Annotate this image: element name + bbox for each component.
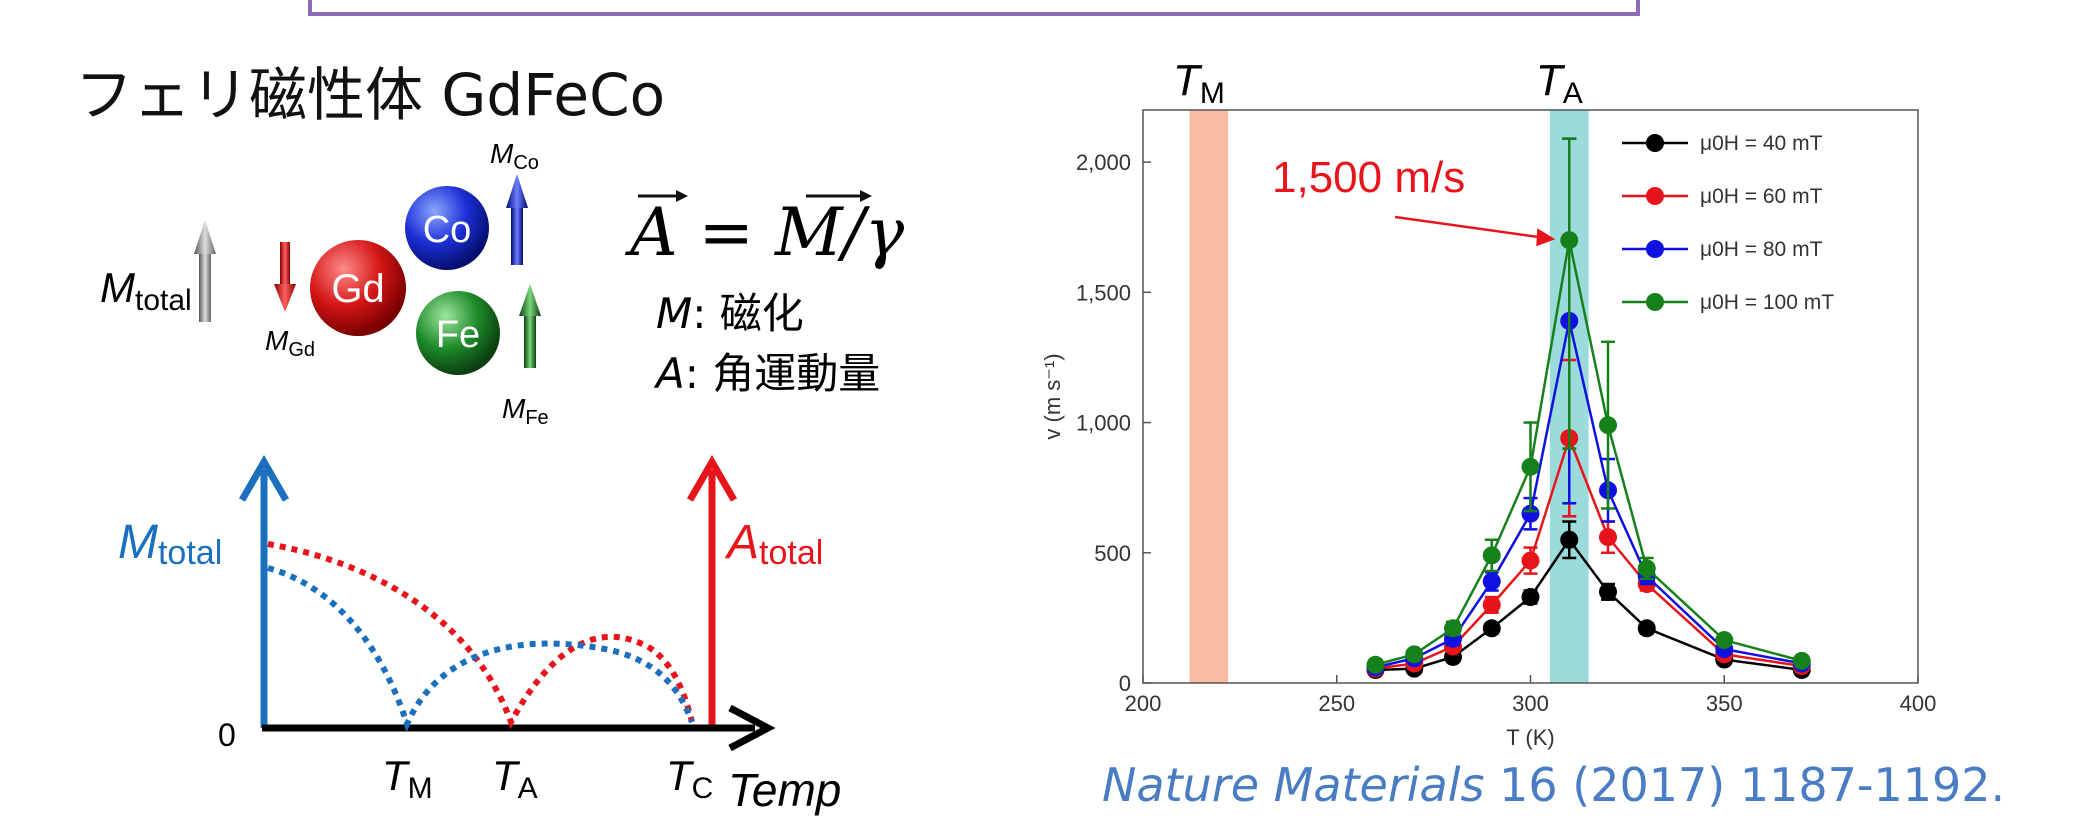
fe-atom-label: Fe bbox=[436, 314, 480, 356]
a-total-curve bbox=[267, 541, 695, 730]
legend-entry: μ0H = 100 mT bbox=[1700, 291, 1834, 314]
band-label: TA bbox=[1536, 56, 1583, 110]
data-point bbox=[1521, 457, 1540, 476]
series-line bbox=[1375, 434, 1802, 670]
fe-atom bbox=[416, 291, 500, 375]
data-point bbox=[1521, 504, 1540, 523]
a-total-axis-label: Atotal bbox=[724, 516, 823, 572]
data-point bbox=[1599, 416, 1617, 435]
data-point bbox=[1521, 551, 1540, 570]
data-point bbox=[1637, 559, 1656, 578]
legend-marker bbox=[1646, 240, 1664, 258]
data-point bbox=[1482, 546, 1501, 565]
m-axis-arrowhead bbox=[238, 455, 290, 502]
gd-atom-label: Gd bbox=[331, 267, 384, 311]
temp-axis-label: Temp bbox=[728, 764, 841, 816]
m-gd-arrow bbox=[274, 242, 296, 312]
m-gd-label: MGd bbox=[265, 325, 315, 361]
citation-journal: Nature Materials bbox=[1102, 758, 1485, 812]
citation-details: 16 (2017) 1187-1192. bbox=[1484, 758, 2006, 812]
data-point bbox=[1715, 631, 1734, 650]
x-tick-label: 350 bbox=[1706, 691, 1743, 716]
band-label: TM bbox=[1173, 56, 1225, 110]
peak-annotation: 1,500 m/s bbox=[1272, 153, 1465, 202]
origin-label: 0 bbox=[218, 717, 236, 753]
data-point bbox=[1482, 595, 1501, 614]
ta-schematic-label: TA bbox=[492, 752, 538, 805]
legend-entry: μ0H = 80 mT bbox=[1700, 238, 1823, 261]
co-atom-label: Co bbox=[423, 209, 472, 251]
data-point bbox=[1560, 231, 1579, 250]
m-co-label: MCo bbox=[490, 138, 539, 174]
series-line bbox=[1375, 537, 1802, 672]
gd-atom bbox=[310, 240, 406, 336]
y-tick-label: 500 bbox=[1094, 541, 1131, 566]
m-total-curve bbox=[267, 565, 695, 733]
x-tick-label: 200 bbox=[1125, 691, 1162, 716]
data-point bbox=[1560, 530, 1579, 549]
m-total-axis-label: Mtotal bbox=[118, 516, 222, 572]
vector-arrow-a bbox=[638, 190, 688, 202]
a-axis-arrowhead bbox=[686, 455, 738, 502]
data-point bbox=[1482, 572, 1501, 591]
x-tick-label: 300 bbox=[1512, 691, 1549, 716]
legend-entry: μ0H = 60 mT bbox=[1700, 185, 1823, 208]
m-co-arrow bbox=[506, 174, 528, 265]
x-tick-label: 400 bbox=[1900, 691, 1937, 716]
legend-entry: μ0H = 40 mT bbox=[1700, 132, 1823, 155]
series-line bbox=[1375, 239, 1803, 666]
schematic-plot: Mtotal Atotal 0 TM TA TC Temp bbox=[118, 455, 841, 816]
co-atom bbox=[405, 186, 489, 270]
tm-schematic-label: TM bbox=[382, 752, 433, 805]
legend-marker bbox=[1646, 187, 1664, 205]
x-tick-label: 250 bbox=[1318, 691, 1355, 716]
annotation-arrow bbox=[1394, 215, 1548, 240]
legend-marker bbox=[1646, 293, 1664, 311]
annotation-arrowhead bbox=[1536, 228, 1556, 247]
y-tick-label: 2,000 bbox=[1076, 150, 1131, 175]
y-axis-label: v (m s⁻¹) bbox=[1040, 353, 1065, 439]
data-point bbox=[1405, 645, 1424, 664]
temp-axis-arrowhead bbox=[728, 704, 776, 752]
y-tick-label: 1,500 bbox=[1076, 280, 1131, 305]
data-point bbox=[1599, 528, 1617, 547]
tc-schematic-label: TC bbox=[666, 752, 713, 805]
data-point bbox=[1521, 588, 1540, 607]
m-fe-arrow bbox=[519, 284, 541, 368]
m-total-arrow bbox=[194, 220, 216, 322]
equation: A = M/γ M: 磁化 A: 角運動量 bbox=[624, 190, 905, 398]
definition-magnetization: M: 磁化 bbox=[656, 289, 804, 338]
equation-formula: A = M/γ bbox=[624, 194, 905, 271]
page-title: フェリ磁性体 GdFeCo bbox=[75, 61, 666, 129]
data-point bbox=[1792, 651, 1811, 670]
citation: Nature Materials 16 (2017) 1187-1192. bbox=[1102, 758, 2005, 812]
series-line bbox=[1375, 320, 1802, 669]
y-tick-label: 1,000 bbox=[1076, 411, 1131, 436]
velocity-chart: TM TA 200 250 300 350 400 0 500 1,000 1,500 2,000 T … bbox=[1040, 56, 1936, 750]
m-total-label: Mtotal bbox=[100, 264, 192, 317]
data-point bbox=[1637, 619, 1656, 638]
x-axis-label: T (K) bbox=[1506, 725, 1554, 750]
temperature-band bbox=[1189, 110, 1229, 683]
data-point bbox=[1599, 582, 1617, 601]
vector-arrow-m bbox=[806, 190, 872, 202]
data-point bbox=[1366, 655, 1385, 674]
m-fe-label: MFe bbox=[502, 393, 549, 429]
atom-diagram: Mtotal MGd Gd Co Fe MCo MFe bbox=[100, 138, 549, 429]
data-point bbox=[1482, 619, 1501, 638]
header-frame bbox=[308, 0, 1640, 16]
definition-angular-momentum: A: 角運動量 bbox=[653, 349, 880, 398]
legend-marker bbox=[1646, 134, 1664, 152]
data-point bbox=[1444, 619, 1462, 638]
y-tick-label: 0 bbox=[1119, 671, 1131, 696]
